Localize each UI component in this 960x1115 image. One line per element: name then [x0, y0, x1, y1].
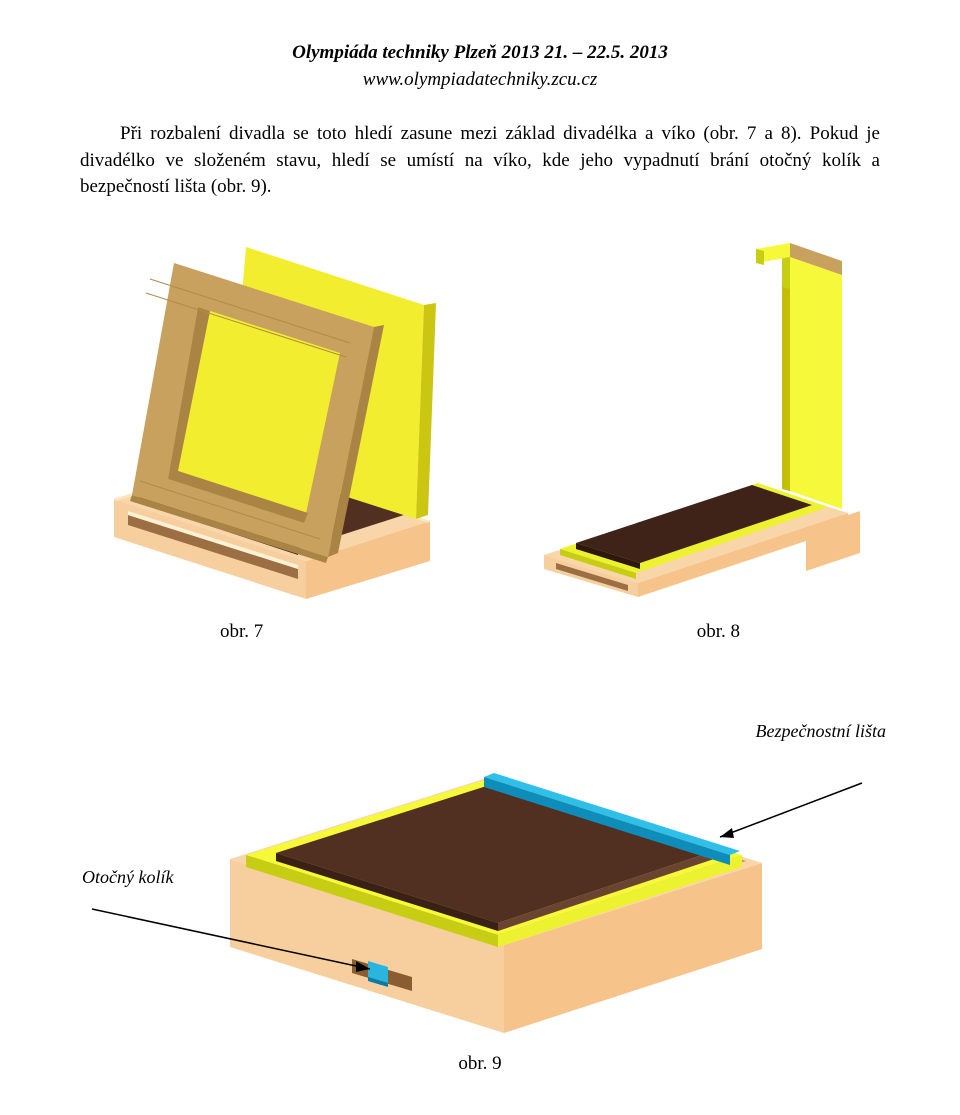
annotation-safety-bar: [720, 783, 862, 838]
annotation-label-safety-bar: Bezpečnostní lišta: [756, 721, 886, 742]
body-paragraph-text: Při rozbalení divadla se toto hledí zasu…: [80, 123, 880, 197]
caption-row-7-8: obr. 7 obr. 8: [80, 621, 880, 643]
figure-7-svg: [80, 231, 460, 601]
figure-9-svg: [80, 663, 880, 1043]
figure-8-svg: [520, 231, 880, 601]
caption-fig8: obr. 8: [697, 621, 740, 643]
annotation-label-peg: Otočný kolík: [82, 867, 173, 888]
page-header: Olympiáda techniky Plzeň 2013 21. – 22.5…: [80, 40, 880, 93]
body-paragraph: Při rozbalení divadla se toto hledí zasu…: [80, 121, 880, 201]
figure-7: [80, 231, 460, 601]
caption-fig9: obr. 9: [80, 1053, 880, 1075]
caption-fig7: obr. 7: [220, 621, 263, 643]
figure-8: [520, 231, 880, 601]
fig8-yellow-upright: [790, 257, 842, 509]
header-title: Olympiáda techniky Plzeň 2013 21. – 22.5…: [80, 40, 880, 67]
fig8-inner-shadow: [782, 287, 790, 491]
fig8-upright-top-yellow-front: [756, 249, 764, 265]
figure-9-block: Bezpečnostní lišta Otočný kolík obr. 9: [80, 663, 880, 1075]
header-url: www.olympiadatechniky.zcu.cz: [80, 67, 880, 94]
figures-7-8-row: [80, 231, 880, 601]
